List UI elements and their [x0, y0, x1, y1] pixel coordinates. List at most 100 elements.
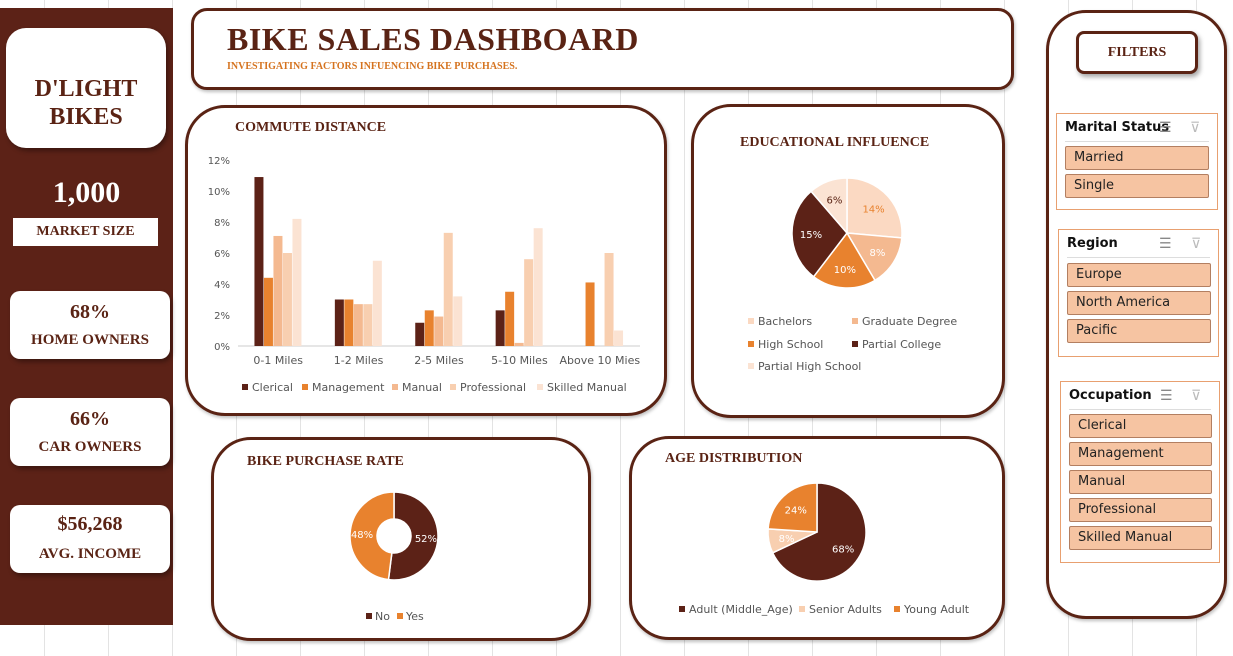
data-label-partial-high-school: 6%	[827, 195, 843, 206]
purchase-donut-chart: 52% 48% No Yes	[349, 491, 439, 623]
bar-clerical-0-1-miles[interactable]	[254, 177, 264, 346]
filter-north-america[interactable]: North America	[1067, 291, 1211, 315]
bar-professional-above-10-mies[interactable]	[604, 253, 614, 346]
car-owners-value: 66%	[70, 408, 110, 430]
sidebar: D'LIGHT BIKES 1,000 MARKET SIZE 68% HOME…	[0, 8, 173, 625]
slice-no[interactable]	[387, 491, 439, 581]
bar-professional-5-10-miles[interactable]	[524, 259, 534, 346]
filter-clerical[interactable]: Clerical	[1069, 414, 1212, 438]
dashboard-subtitle: INVESTIGATING FACTORS INFUENCING BIKE PU…	[227, 61, 518, 72]
filter-professional[interactable]: Professional	[1069, 498, 1212, 522]
region-title: Region	[1067, 236, 1118, 251]
filter-single[interactable]: Single	[1065, 174, 1209, 198]
slice-adult-middle-age[interactable]	[771, 482, 867, 582]
slice-yes[interactable]	[349, 491, 395, 581]
home-owners-value: 68%	[70, 301, 110, 323]
bar-manual-1-2-miles[interactable]	[353, 304, 363, 346]
market-size-label: MARKET SIZE	[13, 218, 158, 246]
bar-professional-1-2-miles[interactable]	[363, 304, 373, 346]
legend-professional: Professional	[460, 381, 526, 394]
car-owners-label: CAR OWNERS	[38, 439, 142, 455]
data-label-partial-college: 15%	[800, 230, 822, 241]
clear-filter-icon[interactable]: ⊽	[1191, 235, 1202, 251]
slice-graduate-degree[interactable]	[845, 232, 903, 282]
brand-box: D'LIGHT BIKES	[6, 28, 166, 148]
filter-europe[interactable]: Europe	[1067, 263, 1211, 287]
slice-young-adult[interactable]	[767, 482, 818, 533]
clear-filter-icon[interactable]: ⊽	[1191, 387, 1202, 403]
slice-partial-high-school[interactable]	[810, 177, 848, 236]
bar-management-5-10-miles[interactable]	[505, 291, 515, 346]
legend-clerical: Clerical	[252, 381, 293, 394]
avg-income-kpi: $56,268 AVG. INCOME	[10, 505, 170, 573]
age-card: AGE DISTRIBUTION 68% 8% 24% Adult (Middle_A…	[629, 436, 1005, 640]
bar-skilled-manual-2-5-miles[interactable]	[453, 296, 463, 346]
y-tick-label: 0%	[214, 342, 230, 353]
age-pie-chart: 68% 8% 24% Adult (Middle_Age) Senior Adults Y…	[679, 482, 970, 616]
bar-clerical-5-10-miles[interactable]	[495, 310, 505, 346]
bar-skilled-manual-above-10-mies[interactable]	[614, 330, 624, 347]
y-tick-label: 2%	[214, 311, 230, 322]
education-card: EDUCATIONAL INFLUENCE 14% 8% 10% 15% 6% Bache…	[691, 104, 1005, 418]
bar-clerical-2-5-miles[interactable]	[415, 322, 425, 346]
slice-bachelors[interactable]	[846, 177, 903, 239]
slicer-divider	[1069, 409, 1211, 410]
bar-skilled-manual-0-1-miles[interactable]	[292, 218, 302, 346]
legend-swatch-adult-middle-age	[679, 606, 685, 612]
data-label-young-adult: 24%	[785, 505, 807, 516]
x-tick-label: 2-5 Miles	[414, 354, 464, 367]
bar-management-0-1-miles[interactable]	[263, 277, 273, 346]
legend-swatch-professional	[450, 384, 456, 390]
x-tick-label: 5-10 Miles	[491, 354, 548, 367]
filter-skilled-manual[interactable]: Skilled Manual	[1069, 526, 1212, 550]
multi-select-icon[interactable]: ☰	[1159, 235, 1172, 251]
bar-skilled-manual-5-10-miles[interactable]	[533, 228, 543, 346]
slice-high-school[interactable]	[812, 231, 876, 289]
occupation-slicer: Occupation ☰ ⊽ Clerical Management Manua…	[1060, 381, 1220, 563]
legend-swatch-partial-college	[852, 341, 858, 347]
x-tick-label: 0-1 Miles	[253, 354, 303, 367]
y-tick-label: 8%	[214, 218, 230, 229]
data-label-yes: 48%	[351, 530, 373, 541]
slice-partial-college[interactable]	[791, 190, 848, 278]
filter-management[interactable]: Management	[1069, 442, 1212, 466]
legend-yes: Yes	[405, 610, 424, 623]
bar-clerical-1-2-miles[interactable]	[334, 299, 344, 347]
commute-title: COMMUTE DISTANCE	[235, 120, 387, 135]
commute-distance-card: COMMUTE DISTANCE 0% 2% 4% 6% 8% 10% 12% 0-1 Mil…	[185, 105, 667, 416]
bar-manual-2-5-miles[interactable]	[434, 316, 444, 346]
legend-adult-middle-age: Adult (Middle_Age)	[689, 603, 793, 616]
filter-married[interactable]: Married	[1065, 146, 1209, 170]
legend-swatch-bachelors	[748, 318, 754, 324]
bar-skilled-manual-1-2-miles[interactable]	[372, 260, 382, 346]
legend-skilled-manual: Skilled Manual	[547, 381, 627, 394]
data-label-graduate-degree: 8%	[870, 248, 886, 259]
multi-select-icon[interactable]: ☰	[1160, 387, 1173, 403]
header-card: BIKE SALES DASHBOARD INVESTIGATING FACTO…	[191, 8, 1014, 90]
bar-management-1-2-miles[interactable]	[344, 299, 354, 347]
education-title: EDUCATIONAL INFLUENCE	[740, 135, 930, 150]
legend-swatch-graduate-degree	[852, 318, 858, 324]
bar-professional-0-1-miles[interactable]	[282, 253, 292, 346]
legend-partial-college: Partial College	[862, 338, 941, 351]
dashboard-title: BIKE SALES DASHBOARD	[227, 21, 639, 57]
legend-swatch-yes	[397, 613, 403, 619]
education-pie-chart: 14% 8% 10% 15% 6% Bachelors Graduate Degree Hig…	[748, 177, 957, 373]
bar-professional-2-5-miles[interactable]	[443, 232, 453, 346]
filter-pacific[interactable]: Pacific	[1067, 319, 1211, 343]
avg-income-value: $56,268	[57, 513, 123, 535]
bar-management-2-5-miles[interactable]	[424, 310, 434, 346]
multi-select-icon[interactable]: ☰	[1159, 119, 1172, 135]
filter-manual[interactable]: Manual	[1069, 470, 1212, 494]
occupation-title: Occupation	[1069, 388, 1152, 403]
legend-young-adult: Young Adult	[903, 603, 970, 616]
data-label-no: 52%	[415, 534, 437, 545]
legend-bachelors: Bachelors	[758, 315, 812, 328]
legend-swatch-partial-high-school	[748, 363, 754, 369]
bar-manual-0-1-miles[interactable]	[273, 235, 283, 346]
clear-filter-icon[interactable]: ⊽	[1190, 119, 1201, 135]
marital-status-title: Marital Status	[1065, 120, 1170, 135]
bar-manual-5-10-miles[interactable]	[514, 342, 524, 346]
bar-management-above-10-mies[interactable]	[585, 282, 595, 346]
region-slicer: Region ☰ ⊽ Europe North America Pacific	[1058, 229, 1219, 357]
